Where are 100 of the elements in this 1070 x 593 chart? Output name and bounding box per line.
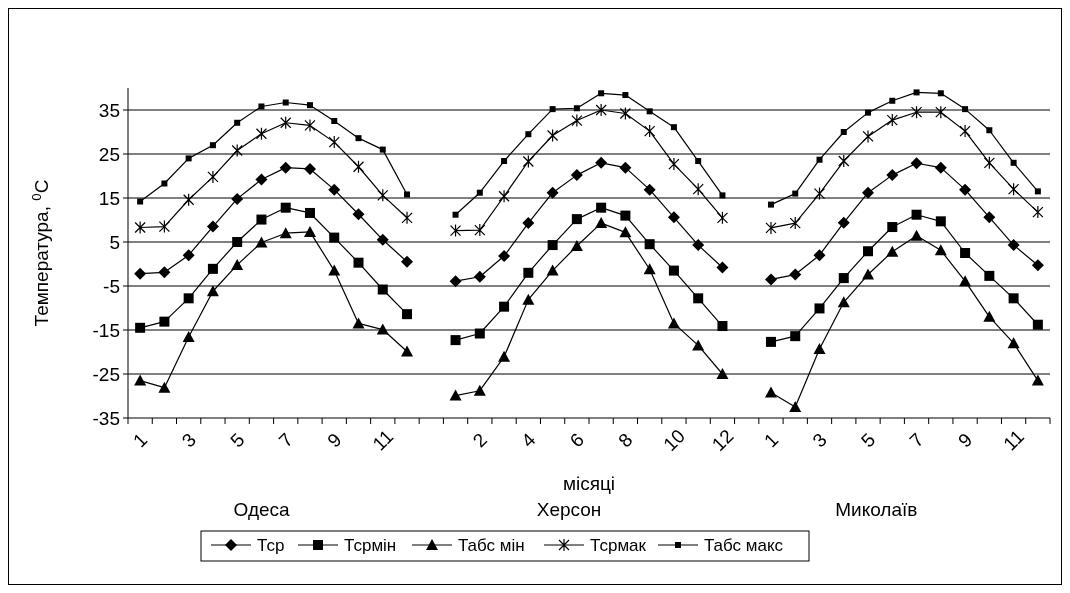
- x-tick-label: 3: [808, 428, 831, 452]
- point: [1031, 259, 1044, 272]
- point: [328, 264, 341, 276]
- point: [717, 321, 728, 332]
- x-tick-label: 4: [517, 428, 540, 452]
- point: [402, 309, 413, 320]
- point: [886, 169, 899, 182]
- point: [620, 210, 631, 221]
- point: [693, 293, 704, 304]
- point: [622, 92, 629, 99]
- point: [182, 331, 195, 343]
- point: [644, 124, 656, 138]
- x-axis-title: місяці: [562, 473, 616, 494]
- point: [450, 335, 461, 346]
- point: [473, 270, 486, 283]
- point: [231, 192, 244, 205]
- point: [376, 323, 389, 335]
- point: [595, 103, 607, 117]
- point: [525, 131, 532, 138]
- point: [667, 317, 680, 329]
- point: [911, 209, 922, 220]
- point: [328, 183, 341, 196]
- point: [814, 303, 825, 314]
- point: [304, 118, 316, 132]
- point: [303, 162, 316, 175]
- point: [1034, 188, 1041, 195]
- point: [692, 339, 705, 351]
- x-tick-label: 11: [368, 425, 398, 455]
- x-tick-label: 9: [954, 428, 977, 452]
- point: [522, 217, 535, 230]
- point: [570, 169, 583, 182]
- legend-label: Тср: [257, 535, 285, 555]
- x-tick-label: 10: [659, 425, 689, 456]
- y-tick-label: -15: [92, 319, 120, 341]
- point: [816, 156, 823, 163]
- point: [692, 182, 704, 196]
- point: [619, 106, 631, 121]
- point: [547, 128, 559, 143]
- point: [206, 220, 219, 233]
- point: [765, 336, 776, 347]
- point: [306, 102, 313, 109]
- legend-label: Тсрмін: [344, 535, 397, 555]
- point: [206, 285, 219, 297]
- point: [498, 250, 511, 263]
- point: [716, 368, 729, 379]
- point: [134, 220, 146, 235]
- point: [304, 207, 315, 218]
- point: [207, 263, 218, 274]
- point: [643, 263, 656, 275]
- point: [571, 113, 583, 128]
- x-tick-label: 5: [856, 428, 880, 452]
- point: [549, 106, 556, 113]
- point: [935, 216, 946, 227]
- point: [379, 146, 386, 153]
- point: [983, 310, 996, 322]
- point: [401, 255, 414, 268]
- point: [474, 223, 486, 237]
- point: [934, 244, 947, 256]
- point: [185, 155, 192, 162]
- point: [910, 157, 923, 170]
- point: [303, 225, 316, 237]
- point: [934, 161, 947, 174]
- point: [183, 193, 195, 207]
- point: [573, 105, 580, 112]
- point: [644, 239, 655, 250]
- point: [959, 124, 971, 138]
- point: [670, 124, 677, 131]
- point: [401, 211, 413, 225]
- point: [937, 90, 944, 97]
- point: [231, 143, 243, 158]
- point: [695, 158, 702, 165]
- point: [328, 135, 340, 149]
- y-tick-label: -25: [92, 363, 120, 385]
- point: [207, 170, 219, 184]
- point: [767, 201, 774, 208]
- point: [692, 239, 705, 252]
- point: [643, 183, 656, 196]
- point: [452, 211, 459, 218]
- point: [280, 116, 292, 130]
- x-tick-label: 6: [565, 428, 589, 452]
- point: [1031, 374, 1044, 386]
- point: [158, 381, 171, 393]
- point: [161, 180, 168, 187]
- x-tick-label: 8: [614, 428, 637, 452]
- point: [404, 191, 411, 198]
- point: [279, 227, 292, 239]
- point: [209, 142, 216, 149]
- point: [377, 188, 389, 202]
- point: [352, 208, 365, 221]
- point: [619, 161, 632, 174]
- text: Миколаїв: [835, 499, 918, 520]
- point: [984, 270, 995, 281]
- point: [473, 384, 486, 396]
- point: [889, 97, 896, 104]
- point: [959, 183, 972, 196]
- x-tick-label: 1: [759, 428, 783, 452]
- point: [1008, 293, 1019, 304]
- point: [837, 296, 850, 308]
- point: [280, 202, 291, 213]
- point: [1032, 319, 1043, 330]
